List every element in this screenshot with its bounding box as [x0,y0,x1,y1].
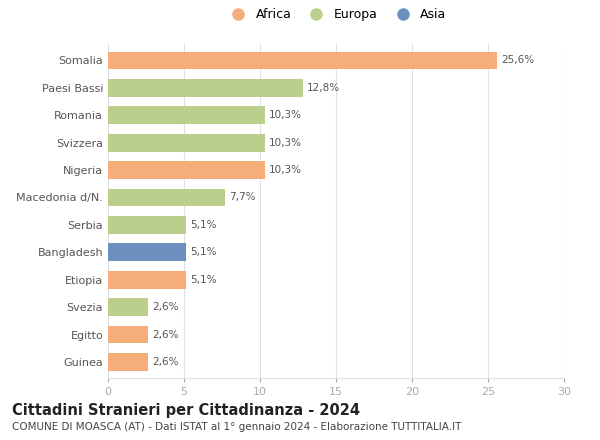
Bar [108,271,185,289]
Bar [108,326,148,344]
Text: 10,3%: 10,3% [269,138,302,148]
Text: 2,6%: 2,6% [152,302,179,312]
Text: Cittadini Stranieri per Cittadinanza - 2024: Cittadini Stranieri per Cittadinanza - 2… [12,403,360,418]
Bar [108,298,148,316]
Bar [108,243,185,261]
Bar [108,106,265,124]
Text: 10,3%: 10,3% [269,165,302,175]
Bar [108,134,265,152]
Bar [108,51,497,70]
Text: 5,1%: 5,1% [190,275,217,285]
Bar [108,189,225,206]
Text: 25,6%: 25,6% [502,55,535,66]
Text: 12,8%: 12,8% [307,83,340,93]
Legend: Africa, Europa, Asia: Africa, Europa, Asia [221,4,452,26]
Bar [108,79,302,97]
Text: COMUNE DI MOASCA (AT) - Dati ISTAT al 1° gennaio 2024 - Elaborazione TUTTITALIA.: COMUNE DI MOASCA (AT) - Dati ISTAT al 1°… [12,422,461,433]
Text: 2,6%: 2,6% [152,330,179,340]
Text: 2,6%: 2,6% [152,357,179,367]
Text: 5,1%: 5,1% [190,247,217,257]
Text: 5,1%: 5,1% [190,220,217,230]
Bar [108,216,185,234]
Bar [108,353,148,371]
Text: 7,7%: 7,7% [230,192,256,202]
Text: 10,3%: 10,3% [269,110,302,120]
Bar [108,161,265,179]
